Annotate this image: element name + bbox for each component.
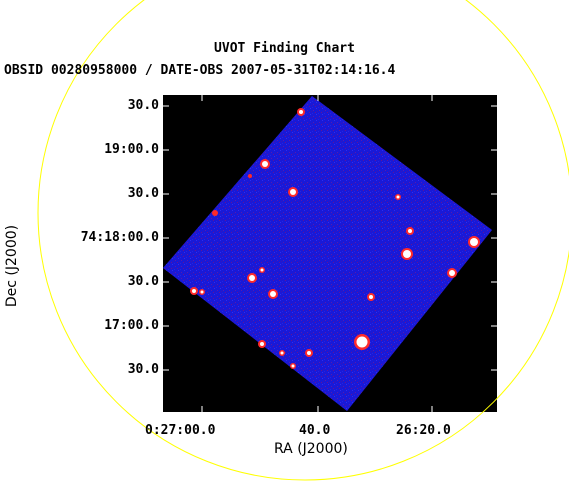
y-axis-label: Dec (J2000) — [4, 224, 20, 308]
source-marker — [468, 236, 480, 248]
y-tick-label: 30.0 — [127, 274, 159, 289]
source-marker — [290, 363, 296, 369]
source-marker — [297, 108, 305, 116]
sources — [190, 108, 480, 369]
x-tick-label: 40.0 — [299, 423, 331, 438]
image-field — [163, 96, 492, 411]
x-axis-label: RA (J2000) — [274, 441, 348, 457]
tick-marks — [163, 95, 497, 412]
source-marker — [260, 159, 270, 169]
x-tick-label: 0:27:00.0 — [145, 423, 216, 438]
source-marker — [367, 293, 375, 301]
chart-title: UVOT Finding Chart — [214, 41, 355, 56]
source-marker — [268, 289, 278, 299]
source-marker — [354, 334, 370, 350]
x-tick-label: 26:20.0 — [396, 423, 451, 438]
chart-subtitle: OBSID 00280958000 / DATE-OBS 2007-05-31T… — [4, 63, 396, 78]
field-of-view-circle — [37, 0, 569, 481]
y-tick-label: 19:00.0 — [104, 142, 159, 157]
source-marker — [258, 340, 266, 348]
y-tick-label: 74:18:00.0 — [80, 230, 159, 245]
source-marker — [288, 187, 298, 197]
source-marker — [259, 267, 265, 273]
source-marker — [447, 268, 457, 278]
source-marker — [305, 349, 313, 357]
image-field-overlay — [163, 96, 492, 411]
source-marker — [212, 210, 218, 216]
y-tick-label: 30.0 — [127, 98, 159, 113]
source-marker — [247, 273, 257, 283]
source-marker — [395, 194, 401, 200]
source-marker — [406, 227, 414, 235]
y-tick-label: 17:00.0 — [104, 318, 159, 333]
source-marker — [190, 287, 198, 295]
source-marker — [279, 350, 285, 356]
source-marker — [248, 174, 252, 178]
source-marker — [401, 248, 413, 260]
y-tick-label: 30.0 — [127, 186, 159, 201]
y-tick-label: 30.0 — [127, 362, 159, 377]
source-marker — [199, 289, 205, 295]
